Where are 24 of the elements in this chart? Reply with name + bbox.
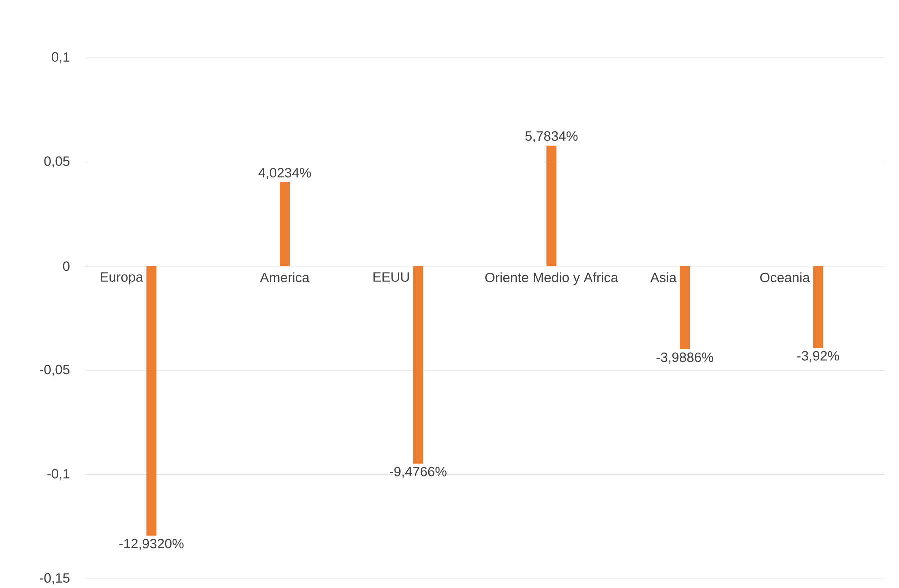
bar: [813, 266, 824, 348]
data-label: -9,4766%: [390, 467, 447, 478]
bar: [280, 182, 290, 266]
x-tick-label: Asia: [650, 272, 677, 283]
bar: [546, 146, 557, 266]
bar: [413, 266, 424, 464]
y-tick-label: 0,05: [44, 156, 70, 168]
data-label: -12,9320%: [120, 539, 184, 550]
y-tick-label: -0,1: [48, 469, 70, 480]
data-label: -3,92%: [798, 351, 840, 362]
y-tick-label: -0,05: [40, 365, 70, 376]
x-tick-label: Oceania: [760, 272, 810, 283]
data-label: 5,7834%: [526, 132, 578, 143]
x-tick-label: America: [260, 272, 310, 283]
y-tick-label: 0: [63, 262, 70, 272]
y-tick-label: 0,1: [52, 52, 70, 64]
data-label: -3,9886%: [656, 352, 714, 364]
y-tick-label: -0,15: [40, 573, 70, 585]
bar: [680, 266, 690, 350]
x-tick-label: EEUU: [374, 272, 410, 282]
data-label: 4,0234%: [258, 168, 312, 180]
bar: [146, 266, 157, 536]
x-tick-label: Europa: [101, 272, 144, 285]
x-tick-label: Oriente Medio y Africa: [486, 272, 618, 286]
